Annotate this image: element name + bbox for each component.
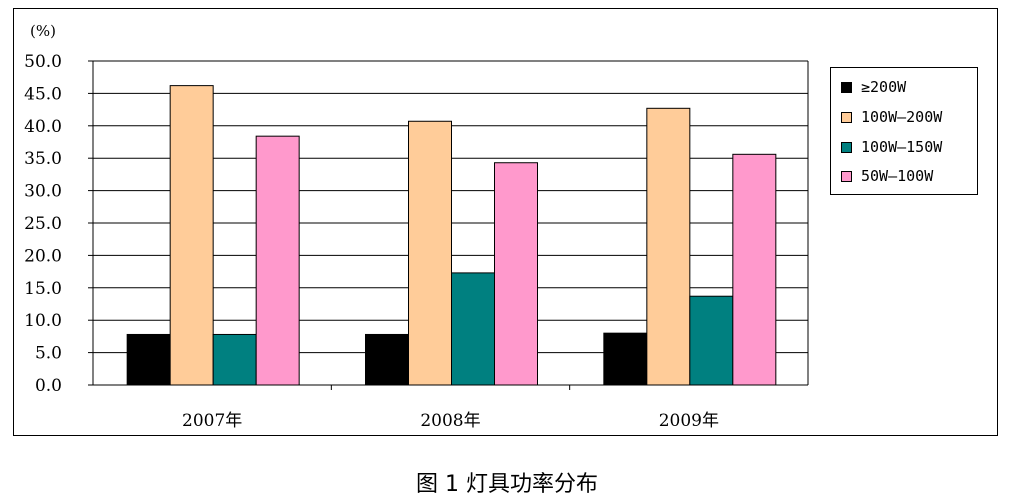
legend-label: 100W—150W xyxy=(861,138,943,156)
y-tick-label: 0.0 xyxy=(35,376,62,396)
bar xyxy=(408,120,452,386)
x-tick-label: 2007年 xyxy=(182,411,242,431)
legend-swatch xyxy=(841,81,852,93)
y-tick-label: 20.0 xyxy=(24,246,62,266)
bar xyxy=(365,333,409,386)
y-tick-label: 25.0 xyxy=(24,214,62,234)
y-tick-label: 45.0 xyxy=(24,84,62,104)
y-tick-label: 5.0 xyxy=(35,344,62,364)
bar xyxy=(494,162,538,386)
y-tick-label: 50.0 xyxy=(24,52,62,72)
bar xyxy=(603,332,648,386)
legend-label: 100W—200W xyxy=(861,108,943,126)
figure-caption: 图 1 灯具功率分布 xyxy=(416,472,598,497)
chart-legend: ≥200W 100W—200W 100W—150W 50W—100W xyxy=(830,67,978,195)
bar xyxy=(126,333,171,386)
chart-frame xyxy=(13,8,998,436)
legend-item: 50W—100W xyxy=(841,166,933,186)
legend-label: ≥200W xyxy=(861,78,907,96)
legend-swatch xyxy=(841,170,852,182)
bar xyxy=(212,333,257,386)
legend-item: ≥200W xyxy=(841,77,906,97)
bar xyxy=(732,153,777,386)
x-tick-label: 2008年 xyxy=(420,411,480,431)
legend-label: 50W—100W xyxy=(861,167,934,185)
bar xyxy=(255,135,300,386)
y-tick-label: 30.0 xyxy=(24,182,62,202)
y-tick-label: 40.0 xyxy=(24,117,62,137)
x-tick-label: 2009年 xyxy=(659,411,719,431)
y-tick-label: 15.0 xyxy=(24,279,62,299)
bar xyxy=(451,272,495,386)
bar xyxy=(169,85,214,386)
y-axis-label: (%) xyxy=(30,22,56,40)
y-tick-label: 10.0 xyxy=(24,311,62,331)
legend-swatch xyxy=(841,141,852,153)
legend-item: 100W—200W xyxy=(841,107,942,127)
legend-item: 100W—150W xyxy=(841,137,942,157)
y-tick-label: 35.0 xyxy=(24,149,62,169)
bar xyxy=(689,295,734,386)
bar xyxy=(646,107,691,386)
legend-swatch xyxy=(841,111,852,123)
